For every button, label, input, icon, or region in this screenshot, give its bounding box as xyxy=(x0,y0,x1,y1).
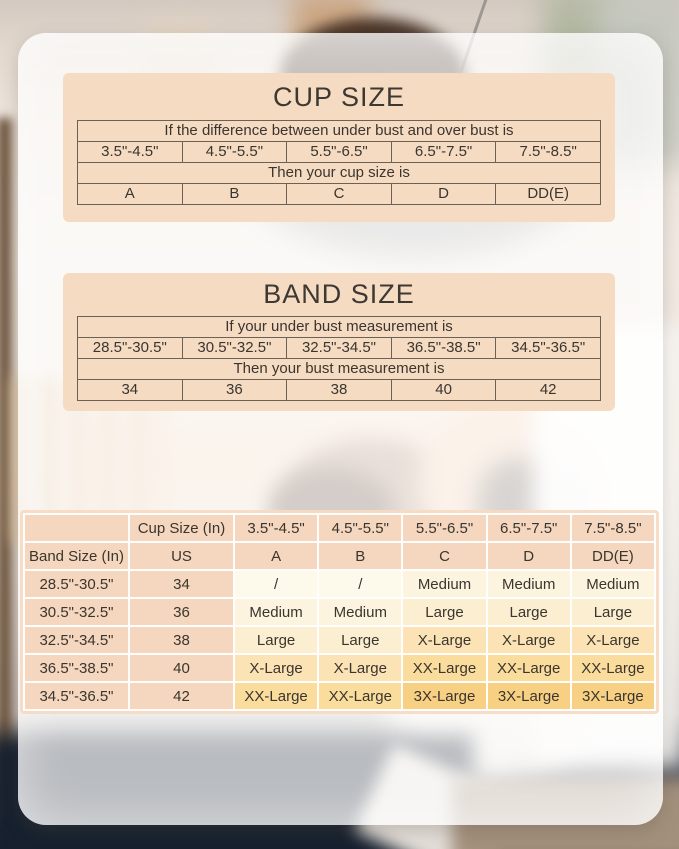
size-cell: 3X-Large xyxy=(403,683,486,709)
size-cell: Medium xyxy=(235,599,318,625)
us-header: US xyxy=(130,543,233,569)
chart-band-range: 32.5"-34.5" xyxy=(25,627,128,653)
band-range-cell: 34.5"-36.5" xyxy=(496,338,600,358)
chart-band-range: 30.5"-32.5" xyxy=(25,599,128,625)
size-cell: X-Large xyxy=(403,627,486,653)
chart-cup-range: 4.5"-5.5" xyxy=(319,515,402,541)
band-size-title: BAND SIZE xyxy=(263,279,415,309)
cup-size-title: CUP SIZE xyxy=(272,82,406,112)
chart-band-range: 36.5"-38.5" xyxy=(25,655,128,681)
chart-cup-letter: A xyxy=(235,543,318,569)
chart-cup-letter: B xyxy=(319,543,402,569)
size-cell: XX-Large xyxy=(235,683,318,709)
size-cell: Medium xyxy=(571,571,654,597)
band-range-cell: 32.5"-34.5" xyxy=(287,338,391,358)
cup-letter-cell: B xyxy=(182,184,287,204)
size-chart: Cup Size (In) 3.5"-4.5" 4.5"-5.5" 5.5"-6… xyxy=(20,510,659,714)
size-cell: 3X-Large xyxy=(487,683,570,709)
chart-us-size: 38 xyxy=(130,627,233,653)
size-cell: X-Large xyxy=(571,627,654,653)
band-range-cell: 36.5"-38.5" xyxy=(391,338,496,358)
band-size-header-row: If your under bust measurement is xyxy=(78,317,600,337)
cup-size-in-header: Cup Size (In) xyxy=(130,515,233,541)
cup-range-cell: 4.5"-5.5" xyxy=(182,142,287,162)
chart-cup-letter: C xyxy=(403,543,486,569)
size-cell: X-Large xyxy=(319,655,402,681)
band-range-cell: 30.5"-32.5" xyxy=(182,338,287,358)
chart-cup-range: 7.5"-8.5" xyxy=(571,515,654,541)
size-cell: Large xyxy=(571,599,654,625)
size-cell: XX-Large xyxy=(403,655,486,681)
cup-range-cell: 3.5"-4.5" xyxy=(78,142,182,162)
size-cell: Medium xyxy=(487,571,570,597)
size-chart-grid: Cup Size (In) 3.5"-4.5" 4.5"-5.5" 5.5"-6… xyxy=(23,513,656,711)
band-number-cell: 34 xyxy=(78,380,182,400)
cup-size-subheader-row: Then your cup size is xyxy=(78,163,600,183)
size-cell: Large xyxy=(487,599,570,625)
chart-cup-range: 5.5"-6.5" xyxy=(403,515,486,541)
chart-cup-range: 6.5"-7.5" xyxy=(487,515,570,541)
chart-cup-letter: D xyxy=(487,543,570,569)
chart-cup-range: 3.5"-4.5" xyxy=(235,515,318,541)
chart-us-size: 42 xyxy=(130,683,233,709)
cup-letter-cell: D xyxy=(391,184,496,204)
cup-range-cell: 5.5"-6.5" xyxy=(287,142,391,162)
band-size-table: If your under bust measurement is 28.5"-… xyxy=(77,316,601,401)
band-range-cell: 28.5"-30.5" xyxy=(78,338,182,358)
cup-range-cell: 6.5"-7.5" xyxy=(391,142,496,162)
size-cell: Large xyxy=(319,627,402,653)
cup-letter-cell: C xyxy=(287,184,391,204)
chart-us-size: 36 xyxy=(130,599,233,625)
size-cell: Medium xyxy=(319,599,402,625)
cup-range-cell: 7.5"-8.5" xyxy=(496,142,600,162)
size-cell: XX-Large xyxy=(319,683,402,709)
band-size-subheader-row: Then your bust measurement is xyxy=(78,359,600,379)
size-cell: Medium xyxy=(403,571,486,597)
band-number-cell: 36 xyxy=(182,380,287,400)
size-cell: 3X-Large xyxy=(571,683,654,709)
cup-size-table: If the difference between under bust and… xyxy=(77,120,601,205)
size-cell: X-Large xyxy=(235,655,318,681)
photo-wood-post-shape xyxy=(0,118,12,818)
size-cell: Large xyxy=(235,627,318,653)
size-cell: Large xyxy=(403,599,486,625)
chart-us-size: 34 xyxy=(130,571,233,597)
cup-letter-cell: A xyxy=(78,184,182,204)
band-number-cell: 38 xyxy=(287,380,391,400)
size-cell: XX-Large xyxy=(571,655,654,681)
size-cell: XX-Large xyxy=(487,655,570,681)
size-cell: X-Large xyxy=(487,627,570,653)
band-number-cell: 40 xyxy=(391,380,496,400)
chart-band-range: 34.5"-36.5" xyxy=(25,683,128,709)
band-size-in-header: Band Size (In) xyxy=(25,543,128,569)
band-number-cell: 42 xyxy=(496,380,600,400)
size-cell: / xyxy=(319,571,402,597)
chart-us-size: 40 xyxy=(130,655,233,681)
cup-size-panel: CUP SIZE If the difference between under… xyxy=(63,73,615,222)
corner-cell xyxy=(25,515,128,541)
chart-band-range: 28.5"-30.5" xyxy=(25,571,128,597)
band-size-panel: BAND SIZE If your under bust measurement… xyxy=(63,273,615,411)
chart-cup-letter: DD(E) xyxy=(571,543,654,569)
size-cell: / xyxy=(235,571,318,597)
cup-size-header-row: If the difference between under bust and… xyxy=(78,121,600,141)
cup-letter-cell: DD(E) xyxy=(496,184,600,204)
